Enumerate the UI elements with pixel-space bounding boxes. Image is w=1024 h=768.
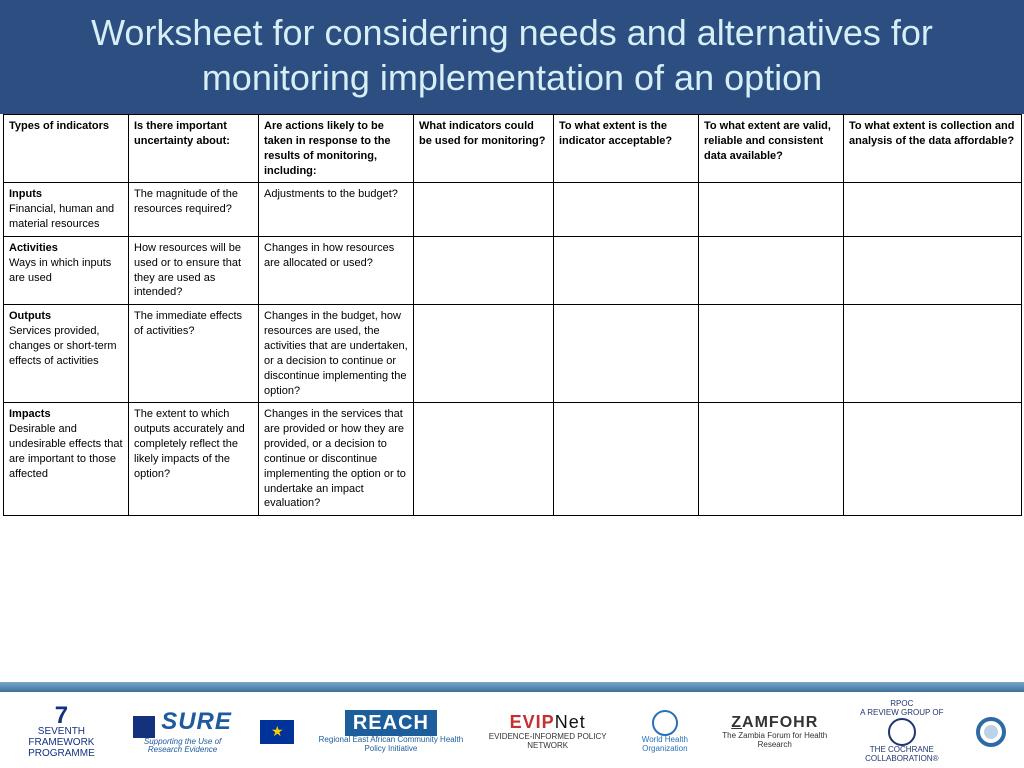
col-types: Types of indicators bbox=[4, 115, 129, 183]
cell: The magnitude of the resources required? bbox=[129, 183, 259, 237]
cell: The immediate effects of activities? bbox=[129, 305, 259, 403]
cell bbox=[414, 403, 554, 516]
cell: The extent to which outputs accurately a… bbox=[129, 403, 259, 516]
col-affordable: To what extent is collection and analysi… bbox=[844, 115, 1022, 183]
col-uncertainty: Is there important uncertainty about: bbox=[129, 115, 259, 183]
row-title: Inputs bbox=[9, 187, 123, 202]
logo-seventh-framework: 7 SEVENTH FRAMEWORK PROGRAMME bbox=[18, 705, 105, 760]
cell bbox=[554, 403, 699, 516]
table-row: InputsFinancial, human and material reso… bbox=[4, 183, 1022, 237]
cell: Changes in the budget, how resources are… bbox=[259, 305, 414, 403]
row-desc: Desirable and undesirable effects that a… bbox=[9, 422, 123, 481]
row-indicator-type: ActivitiesWays in which inputs are used bbox=[4, 236, 129, 304]
row-desc: Services provided, changes or short-term… bbox=[9, 324, 123, 369]
row-indicator-type: ImpactsDesirable and undesirable effects… bbox=[4, 403, 129, 516]
table-row: OutputsServices provided, changes or sho… bbox=[4, 305, 1022, 403]
cell bbox=[699, 403, 844, 516]
page-title: Worksheet for considering needs and alte… bbox=[4, 10, 1020, 100]
cell bbox=[844, 236, 1022, 304]
logo-sure: SURE Supporting the Use of Research Evid… bbox=[127, 709, 238, 755]
table-header-row: Types of indicators Is there important u… bbox=[4, 115, 1022, 183]
cell bbox=[844, 403, 1022, 516]
col-indicators: What indicators could be used for monito… bbox=[414, 115, 554, 183]
footer-logo-strip: 7 SEVENTH FRAMEWORK PROGRAMME SURE Suppo… bbox=[0, 696, 1024, 768]
row-title: Impacts bbox=[9, 407, 123, 422]
row-desc: Ways in which inputs are used bbox=[9, 256, 123, 286]
row-indicator-type: OutputsServices provided, changes or sho… bbox=[4, 305, 129, 403]
cell bbox=[554, 236, 699, 304]
cell: Adjustments to the budget? bbox=[259, 183, 414, 237]
cell bbox=[414, 183, 554, 237]
cell: How resources will be used or to ensure … bbox=[129, 236, 259, 304]
logo-reach: REACH Regional East African Community He… bbox=[316, 710, 465, 754]
table-row: ActivitiesWays in which inputs are usedH… bbox=[4, 236, 1022, 304]
cell bbox=[844, 183, 1022, 237]
logo-who: World Health Organization bbox=[630, 710, 700, 754]
table-row: ImpactsDesirable and undesirable effects… bbox=[4, 403, 1022, 516]
cell: Changes in how resources are allocated o… bbox=[259, 236, 414, 304]
logo-zamfohr: ZAMFOHR The Zambia Forum for Health Rese… bbox=[722, 714, 828, 749]
cell: Changes in the services that are provide… bbox=[259, 403, 414, 516]
cell bbox=[699, 305, 844, 403]
cell bbox=[699, 183, 844, 237]
col-dataavail: To what extent are valid, reliable and c… bbox=[699, 115, 844, 183]
row-title: Outputs bbox=[9, 309, 123, 324]
row-indicator-type: InputsFinancial, human and material reso… bbox=[4, 183, 129, 237]
col-acceptable: To what extent is the indicator acceptab… bbox=[554, 115, 699, 183]
cell bbox=[414, 236, 554, 304]
cell bbox=[554, 305, 699, 403]
cell bbox=[554, 183, 699, 237]
cell bbox=[844, 305, 1022, 403]
cell bbox=[699, 236, 844, 304]
logo-evipnet: EVIPNet EVIDENCE-INFORMED POLICY NETWORK bbox=[488, 713, 608, 750]
logo-inasp bbox=[976, 717, 1006, 747]
row-desc: Financial, human and material resources bbox=[9, 202, 123, 232]
cell bbox=[414, 305, 554, 403]
title-bar: Worksheet for considering needs and alte… bbox=[0, 0, 1024, 114]
worksheet-table: Types of indicators Is there important u… bbox=[3, 114, 1022, 516]
row-title: Activities bbox=[9, 241, 123, 256]
logo-cochrane: RPOC A REVIEW GROUP OF THE COCHRANE COLL… bbox=[850, 700, 954, 763]
footer-separator bbox=[0, 682, 1024, 692]
col-actions: Are actions likely to be taken in respon… bbox=[259, 115, 414, 183]
logo-eu-flag: ★ bbox=[260, 720, 294, 744]
